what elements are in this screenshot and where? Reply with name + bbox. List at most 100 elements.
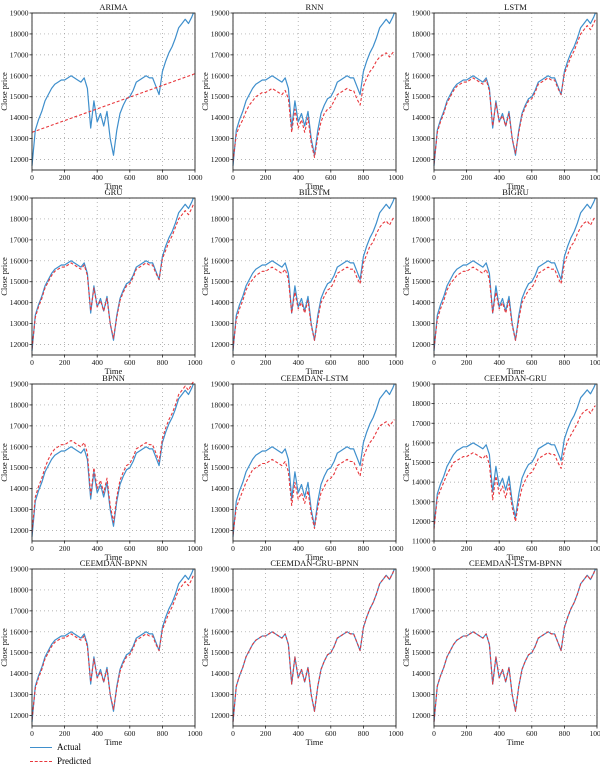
y-tick-label: 19000 bbox=[10, 194, 29, 203]
legend-swatch-actual bbox=[30, 747, 52, 748]
x-tick-label: 1000 bbox=[188, 173, 203, 182]
x-tick-label: 600 bbox=[124, 358, 136, 367]
plot-frame bbox=[233, 569, 396, 726]
x-tick-label: 800 bbox=[358, 358, 370, 367]
x-tick-label: 0 bbox=[432, 358, 436, 367]
y-tick-label: 18000 bbox=[412, 214, 431, 223]
y-tick-label: 12000 bbox=[412, 155, 431, 164]
y-axis-label: Close price bbox=[401, 443, 411, 482]
x-tick-label: 1000 bbox=[188, 358, 203, 367]
y-tick-label: 14000 bbox=[412, 669, 431, 678]
y-tick-label: 12000 bbox=[10, 155, 29, 164]
x-tick-label: 1000 bbox=[188, 729, 203, 738]
x-tick-label: 800 bbox=[157, 173, 169, 182]
plot-frame bbox=[233, 13, 396, 170]
series-line-actual bbox=[32, 13, 193, 166]
x-tick-label: 200 bbox=[59, 173, 71, 182]
legend-item-predicted: Predicted bbox=[30, 756, 150, 768]
x-tick-label: 800 bbox=[559, 544, 571, 553]
y-axis-label: Close price bbox=[401, 72, 411, 111]
x-tick-label: 600 bbox=[325, 358, 337, 367]
y-tick-label: 16000 bbox=[412, 71, 431, 80]
y-tick-label: 15000 bbox=[412, 458, 431, 467]
y-tick-label: 17000 bbox=[412, 606, 431, 615]
x-tick-label: 1000 bbox=[389, 544, 404, 553]
chart-title: ARIMA bbox=[99, 2, 128, 12]
x-tick-label: 800 bbox=[157, 729, 169, 738]
y-tick-label: 14000 bbox=[10, 298, 29, 307]
y-tick-label: 19000 bbox=[412, 9, 431, 18]
y-tick-label: 16000 bbox=[412, 256, 431, 265]
y-axis-label: Close price bbox=[0, 72, 9, 111]
y-tick-label: 19000 bbox=[412, 380, 431, 389]
x-tick-label: 200 bbox=[461, 173, 473, 182]
x-tick-label: 0 bbox=[30, 173, 34, 182]
y-tick-label: 13000 bbox=[412, 497, 431, 506]
chart-title: BILSTM bbox=[299, 187, 331, 197]
y-tick-label: 12000 bbox=[10, 340, 29, 349]
chart-title: CEEMDAN-GRU bbox=[484, 373, 547, 383]
series-line-predicted bbox=[434, 406, 595, 530]
x-tick-label: 0 bbox=[432, 544, 436, 553]
plot-frame bbox=[32, 198, 195, 355]
x-tick-label: 0 bbox=[231, 544, 235, 553]
plot-frame bbox=[434, 13, 597, 170]
x-tick-label: 200 bbox=[260, 544, 272, 553]
x-tick-label: 400 bbox=[494, 358, 506, 367]
x-tick-label: 1000 bbox=[590, 173, 600, 182]
legend: Actual Predicted bbox=[30, 740, 150, 770]
y-tick-label: 14000 bbox=[211, 113, 230, 122]
series-line-actual bbox=[434, 13, 595, 166]
y-tick-label: 18000 bbox=[211, 400, 230, 409]
y-tick-label: 19000 bbox=[211, 565, 230, 574]
series-line-actual bbox=[434, 569, 595, 722]
x-tick-label: 400 bbox=[293, 173, 305, 182]
y-tick-label: 13000 bbox=[211, 134, 230, 143]
x-tick-label: 600 bbox=[124, 729, 136, 738]
x-tick-label: 400 bbox=[92, 729, 104, 738]
y-tick-label: 14000 bbox=[412, 478, 431, 487]
x-tick-label: 0 bbox=[30, 358, 34, 367]
y-tick-label: 13000 bbox=[211, 690, 230, 699]
x-tick-label: 400 bbox=[92, 173, 104, 182]
y-tick-label: 12000 bbox=[211, 711, 230, 720]
plot-frame bbox=[32, 384, 195, 541]
y-tick-label: 13000 bbox=[211, 505, 230, 514]
y-tick-label: 16000 bbox=[10, 71, 29, 80]
y-tick-label: 17000 bbox=[211, 235, 230, 244]
y-tick-label: 15000 bbox=[412, 648, 431, 657]
y-axis-label: Close price bbox=[401, 257, 411, 296]
chart-panel-6: 0200400600800100012000130001400015000160… bbox=[401, 187, 600, 376]
y-tick-label: 16000 bbox=[412, 438, 431, 447]
y-tick-label: 17000 bbox=[10, 606, 29, 615]
x-tick-label: 0 bbox=[30, 729, 34, 738]
series-line-predicted bbox=[434, 569, 595, 722]
x-tick-label: 800 bbox=[559, 173, 571, 182]
x-tick-label: 400 bbox=[293, 729, 305, 738]
series-line-actual bbox=[233, 569, 394, 722]
series-line-predicted bbox=[32, 575, 193, 719]
plot-frame bbox=[434, 569, 597, 726]
y-tick-label: 14000 bbox=[412, 298, 431, 307]
x-tick-label: 600 bbox=[325, 173, 337, 182]
x-tick-label: 400 bbox=[494, 544, 506, 553]
y-tick-label: 15000 bbox=[10, 648, 29, 657]
series-line-actual bbox=[434, 198, 595, 351]
y-tick-label: 17000 bbox=[211, 50, 230, 59]
y-tick-label: 18000 bbox=[10, 29, 29, 38]
legend-label-predicted: Predicted bbox=[57, 755, 91, 767]
y-axis-label: Close price bbox=[200, 443, 210, 482]
series-line-actual bbox=[32, 569, 193, 722]
x-tick-label: 400 bbox=[494, 173, 506, 182]
chart-title: RNN bbox=[306, 2, 324, 12]
series-line-predicted bbox=[233, 51, 394, 162]
x-tick-label: 200 bbox=[59, 729, 71, 738]
chart-title: BPNN bbox=[102, 373, 125, 383]
x-tick-label: 200 bbox=[461, 729, 473, 738]
series-line-predicted bbox=[32, 382, 193, 533]
y-tick-label: 18000 bbox=[412, 399, 431, 408]
